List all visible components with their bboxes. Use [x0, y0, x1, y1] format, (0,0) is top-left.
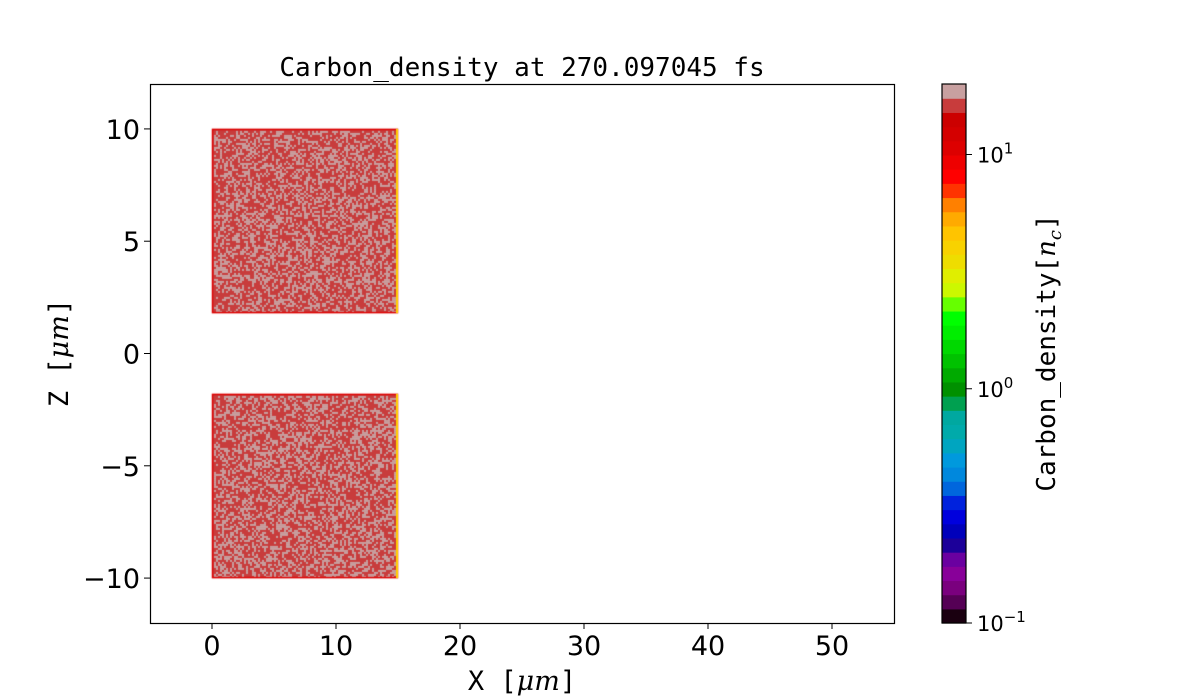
colorbar-band: [942, 325, 966, 340]
colorbar-band: [942, 481, 966, 496]
colorbar-band: [942, 225, 966, 241]
colorbar-band: [942, 509, 966, 525]
colorbar-band: [942, 381, 966, 397]
y-axis-label: Z [μm]: [44, 299, 75, 407]
colorbar-band: [942, 537, 966, 553]
colorbar-band: [942, 310, 966, 326]
colorbar: 10−1 100 101: [941, 83, 1026, 636]
y-tick-label: −10: [83, 564, 140, 595]
colorbar-band: [942, 367, 966, 383]
colorbar-band: [942, 495, 966, 511]
colorbar-band: [942, 240, 966, 255]
x-tick-label: 30: [567, 631, 601, 662]
colorbar-band: [942, 254, 966, 269]
colorbar-band: [942, 126, 966, 142]
y-tick-label: 5: [123, 227, 140, 258]
colorbar-band: [942, 452, 966, 468]
colorbar-band: [942, 268, 966, 284]
colorbar-band: [942, 154, 966, 170]
colorbar-band: [942, 552, 966, 567]
colorbar-band: [942, 296, 966, 312]
colorbar-band: [942, 424, 966, 440]
y-ticks: −10 −5 0 5 10: [83, 115, 150, 595]
colorbar-band: [942, 466, 966, 482]
x-tick-label: 40: [691, 631, 725, 662]
colorbar-band: [942, 353, 966, 369]
colorbar-band: [942, 197, 966, 213]
colorbar-band: [942, 410, 966, 426]
colorbar-tick-label: 101: [977, 140, 1013, 168]
colorbar-band: [942, 566, 966, 582]
colorbar-band: [942, 112, 966, 128]
x-tick-label: 10: [319, 631, 353, 662]
heatmap-image: [150, 84, 894, 623]
colorbar-band: [942, 396, 966, 411]
colorbar-band: [942, 523, 966, 539]
colorbar-band: [942, 594, 966, 610]
x-axis-label: X [μm]: [468, 666, 576, 697]
colorbar-band: [942, 140, 966, 156]
colorbar-label: Carbon_density[nc]: [1032, 214, 1066, 491]
x-tick-label: 0: [203, 631, 220, 662]
y-tick-label: 10: [106, 115, 140, 146]
colorbar-band: [942, 580, 966, 596]
x-ticks: 0 10 20 30 40 50: [203, 623, 849, 662]
colorbar-tick-label: 10−1: [977, 608, 1026, 636]
colorbar-band: [942, 84, 966, 99]
colorbar-band: [942, 169, 966, 184]
colorbar-band: [942, 98, 966, 113]
colorbar-frame: [941, 83, 967, 624]
colorbar-band: [942, 438, 966, 454]
y-tick-label: −5: [100, 452, 140, 483]
y-tick-label: 0: [123, 340, 140, 371]
x-tick-label: 20: [443, 631, 477, 662]
colorbar-band: [942, 211, 966, 227]
colorbar-band: [942, 282, 966, 298]
colorbar-tick-label: 100: [977, 374, 1013, 402]
chart-title: Carbon_density at 270.097045 fs: [279, 53, 764, 83]
x-tick-label: 50: [815, 631, 849, 662]
colorbar-band: [942, 183, 966, 199]
colorbar-band: [942, 608, 966, 624]
colorbar-band: [942, 339, 966, 355]
